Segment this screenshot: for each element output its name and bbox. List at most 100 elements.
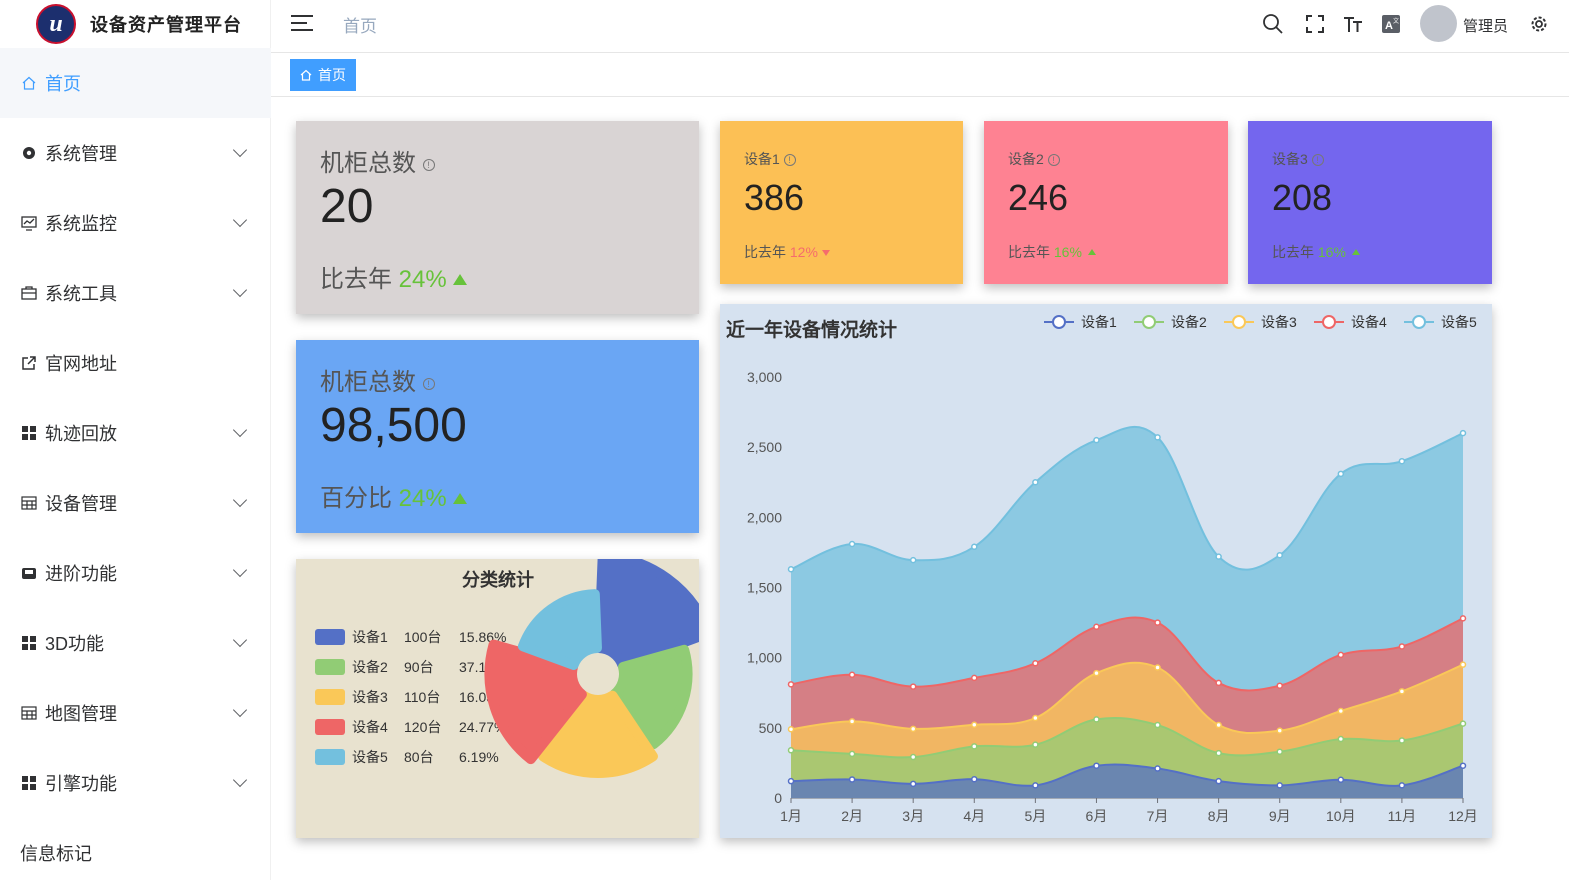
- sidebar-item-8[interactable]: 3D功能: [0, 608, 271, 678]
- legend-swatch[interactable]: [315, 719, 345, 735]
- data-point[interactable]: [787, 566, 795, 573]
- data-point[interactable]: [1032, 782, 1039, 789]
- data-point[interactable]: [1032, 714, 1039, 722]
- sidebar-item-10[interactable]: 引擎功能: [0, 748, 271, 818]
- data-point[interactable]: [1459, 615, 1467, 622]
- legend-label[interactable]: 设备5: [1441, 314, 1477, 330]
- legend-swatch[interactable]: [315, 659, 345, 675]
- data-point[interactable]: [1093, 762, 1100, 769]
- data-point[interactable]: [1093, 623, 1100, 631]
- legend-marker[interactable]: [1052, 315, 1066, 329]
- legend-name[interactable]: 设备2: [352, 659, 388, 675]
- sidebar-item-11[interactable]: 信息标记: [0, 818, 271, 880]
- data-point[interactable]: [1154, 765, 1161, 772]
- legend-marker[interactable]: [1232, 315, 1246, 329]
- data-point[interactable]: [971, 674, 978, 682]
- info-icon[interactable]: !: [1311, 154, 1324, 167]
- data-point[interactable]: [1215, 679, 1222, 687]
- data-point[interactable]: [1459, 720, 1467, 727]
- data-point[interactable]: [971, 743, 978, 750]
- data-point[interactable]: [1154, 721, 1161, 729]
- pie-slice[interactable]: [517, 589, 602, 670]
- pie-slice[interactable]: [484, 639, 587, 765]
- data-point[interactable]: [1398, 737, 1406, 744]
- data-point[interactable]: [1337, 735, 1345, 743]
- data-point[interactable]: [1276, 682, 1283, 689]
- info-icon[interactable]: !: [422, 377, 435, 390]
- data-point[interactable]: [1154, 434, 1161, 441]
- legend-swatch[interactable]: [315, 689, 345, 705]
- data-point[interactable]: [1276, 727, 1283, 734]
- data-point[interactable]: [909, 556, 917, 564]
- info-icon[interactable]: !: [1047, 154, 1060, 167]
- legend-label[interactable]: 设备2: [1171, 314, 1207, 330]
- avatar[interactable]: [1420, 5, 1457, 42]
- legend-name[interactable]: 设备3: [352, 689, 388, 705]
- data-point[interactable]: [787, 777, 795, 785]
- legend-swatch[interactable]: [315, 749, 345, 765]
- data-point[interactable]: [1215, 721, 1222, 729]
- sidebar-item-4[interactable]: 官网地址: [0, 328, 271, 398]
- data-point[interactable]: [1398, 688, 1406, 695]
- data-point[interactable]: [1398, 782, 1406, 789]
- legend-label[interactable]: 设备4: [1351, 314, 1387, 330]
- sidebar-item-7[interactable]: 进阶功能: [0, 538, 271, 608]
- data-point[interactable]: [909, 725, 917, 733]
- tag-home[interactable]: 首页: [290, 59, 356, 91]
- data-point[interactable]: [1215, 749, 1222, 757]
- data-point[interactable]: [1337, 776, 1345, 784]
- sidebar-item-5[interactable]: 轨迹回放: [0, 398, 271, 468]
- settings-gear-icon[interactable]: [1527, 12, 1551, 36]
- legend-label[interactable]: 设备1: [1081, 314, 1117, 330]
- legend-marker[interactable]: [1412, 315, 1426, 329]
- data-point[interactable]: [909, 780, 917, 788]
- data-point[interactable]: [1032, 741, 1039, 748]
- data-point[interactable]: [1276, 748, 1283, 755]
- data-point[interactable]: [1337, 707, 1345, 715]
- data-point[interactable]: [1398, 457, 1406, 465]
- data-point[interactable]: [1032, 660, 1039, 667]
- sidebar-item-9[interactable]: 地图管理: [0, 678, 271, 748]
- sidebar-item-1[interactable]: 系统管理: [0, 118, 271, 188]
- sidebar-item-3[interactable]: 系统工具: [0, 258, 271, 328]
- data-point[interactable]: [1398, 643, 1406, 650]
- legend-swatch[interactable]: [315, 629, 345, 645]
- data-point[interactable]: [848, 750, 856, 758]
- pie-slice[interactable]: [609, 644, 693, 750]
- data-point[interactable]: [848, 718, 856, 725]
- username[interactable]: 管理员: [1463, 18, 1509, 35]
- font-size-icon[interactable]: [1341, 12, 1365, 36]
- pie-slice[interactable]: [538, 690, 658, 778]
- data-point[interactable]: [1459, 762, 1467, 769]
- search-icon[interactable]: [1261, 12, 1285, 36]
- fullscreen-icon[interactable]: [1303, 12, 1327, 36]
- legend-name[interactable]: 设备5: [352, 749, 388, 765]
- menu-toggle-icon[interactable]: [291, 15, 313, 35]
- data-point[interactable]: [787, 725, 795, 733]
- legend-name[interactable]: 设备1: [352, 629, 388, 645]
- data-point[interactable]: [971, 775, 978, 783]
- pie-slice[interactable]: [594, 551, 714, 670]
- legend-marker[interactable]: [1142, 315, 1156, 329]
- legend-name[interactable]: 设备4: [352, 719, 388, 735]
- data-point[interactable]: [848, 776, 856, 783]
- data-point[interactable]: [1276, 551, 1283, 559]
- info-icon[interactable]: !: [422, 158, 435, 171]
- data-point[interactable]: [1215, 553, 1222, 560]
- data-point[interactable]: [787, 681, 795, 688]
- data-point[interactable]: [1337, 651, 1345, 659]
- data-point[interactable]: [1093, 716, 1100, 723]
- data-point[interactable]: [1215, 777, 1222, 785]
- data-point[interactable]: [971, 543, 978, 551]
- data-point[interactable]: [1032, 479, 1039, 486]
- legend-label[interactable]: 设备3: [1261, 314, 1297, 330]
- data-point[interactable]: [1337, 470, 1345, 478]
- data-point[interactable]: [1093, 669, 1100, 677]
- data-point[interactable]: [1154, 664, 1161, 671]
- data-point[interactable]: [909, 683, 917, 690]
- legend-marker[interactable]: [1322, 315, 1336, 329]
- data-point[interactable]: [848, 540, 856, 548]
- info-icon[interactable]: !: [783, 154, 796, 167]
- sidebar-item-2[interactable]: 系统监控: [0, 188, 271, 258]
